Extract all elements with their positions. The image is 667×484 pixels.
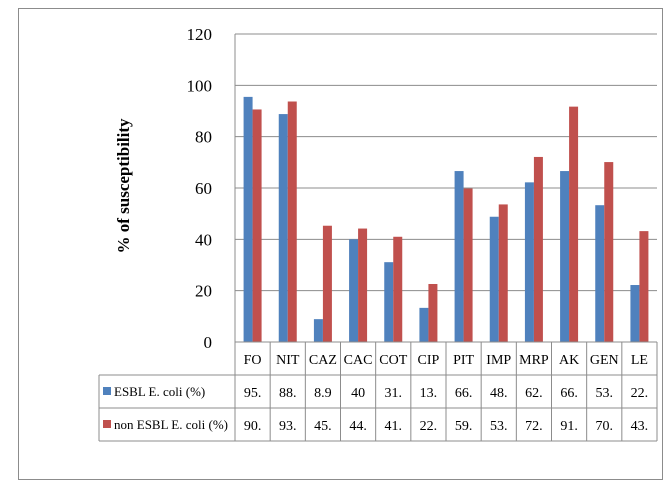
data-label: 13. xyxy=(420,386,438,401)
data-label: 70. xyxy=(596,419,614,434)
y-tick-label: 0 xyxy=(204,333,213,352)
data-label: 53. xyxy=(490,419,508,434)
data-label: 88. xyxy=(279,386,297,401)
bar-non-esbl-fo xyxy=(252,109,262,343)
bar-esbl-caz xyxy=(313,319,323,342)
data-label: 72. xyxy=(525,419,543,434)
y-axis-label: % of susceptibility xyxy=(114,118,133,254)
data-label: 48. xyxy=(490,386,508,401)
data-label: 95. xyxy=(244,386,262,401)
data-label: 22. xyxy=(420,419,438,434)
category-label: CAZ xyxy=(309,353,337,368)
y-tick-label: 40 xyxy=(195,230,212,249)
category-label: NIT xyxy=(276,353,300,368)
y-tick-label: 120 xyxy=(187,25,213,44)
data-label: 44. xyxy=(349,419,367,434)
category-label: PIT xyxy=(453,353,474,368)
bar-non-esbl-imp xyxy=(498,204,508,342)
category-label: MRP xyxy=(519,353,549,368)
y-tick-label: 80 xyxy=(195,128,212,147)
bar-esbl-gen xyxy=(595,205,605,342)
bar-non-esbl-cac xyxy=(358,228,368,342)
data-label: 43. xyxy=(631,419,649,434)
bar-esbl-mrp xyxy=(524,182,534,342)
legend-swatch xyxy=(103,387,111,395)
data-label: 90. xyxy=(244,419,262,434)
bar-non-esbl-caz xyxy=(322,225,332,342)
y-tick-label: 60 xyxy=(195,179,212,198)
bar-non-esbl-gen xyxy=(604,162,614,342)
data-label: 66. xyxy=(560,386,578,401)
data-label: 62. xyxy=(525,386,543,401)
bar-esbl-nit xyxy=(278,114,288,342)
y-tick-labels: 0 20 40 60 80 100 120 xyxy=(187,25,213,352)
y-tick-label: 20 xyxy=(195,282,212,301)
category-label: FO xyxy=(244,353,262,368)
y-tick-label: 100 xyxy=(187,76,213,95)
bar-non-esbl-cip xyxy=(428,283,438,342)
bar-esbl-cot xyxy=(384,262,394,342)
data-label: 45. xyxy=(314,419,332,434)
bar-esbl-cip xyxy=(419,307,429,342)
category-label: CIP xyxy=(418,353,440,368)
category-label: COT xyxy=(379,353,407,368)
data-label: 8.9 xyxy=(314,386,332,401)
gridlines xyxy=(235,33,657,292)
data-label: 53. xyxy=(596,386,614,401)
legend-label: ESBL E. coli (%) xyxy=(114,384,205,399)
data-label: 41. xyxy=(385,419,403,434)
bar-non-esbl-nit xyxy=(287,101,297,343)
bar-esbl-fo xyxy=(243,96,253,342)
bar-non-esbl-le xyxy=(639,231,649,342)
bar-esbl-le xyxy=(630,285,640,342)
bar-non-esbl-cot xyxy=(393,236,403,342)
data-label: 31. xyxy=(385,386,403,401)
bar-esbl-cac xyxy=(349,239,359,342)
category-label: IMP xyxy=(486,353,511,368)
data-label: 93. xyxy=(279,419,297,434)
bar-esbl-imp xyxy=(489,216,499,342)
category-label: AK xyxy=(559,353,579,368)
bars xyxy=(243,96,649,343)
data-label: 59. xyxy=(455,419,473,434)
data-label: 22. xyxy=(631,386,649,401)
bar-non-esbl-pit xyxy=(463,188,473,342)
data-table: FO NIT CAZ CAC COT CIP PIT IMP MRP AK GEN LE ESBL E.… xyxy=(98,342,658,442)
data-label: 40 xyxy=(351,386,365,401)
category-label: CAC xyxy=(344,353,373,368)
bar-non-esbl-mrp xyxy=(533,156,543,342)
bar-non-esbl-ak xyxy=(569,106,579,343)
data-label: 66. xyxy=(455,386,473,401)
bar-esbl-ak xyxy=(560,171,570,342)
bar-esbl-pit xyxy=(454,171,464,342)
data-label: 91. xyxy=(560,419,578,434)
legend-label: non ESBL E. coli (%) xyxy=(114,417,228,432)
legend-swatch xyxy=(103,420,111,428)
category-label: LE xyxy=(631,353,648,368)
category-label: GEN xyxy=(590,353,619,368)
